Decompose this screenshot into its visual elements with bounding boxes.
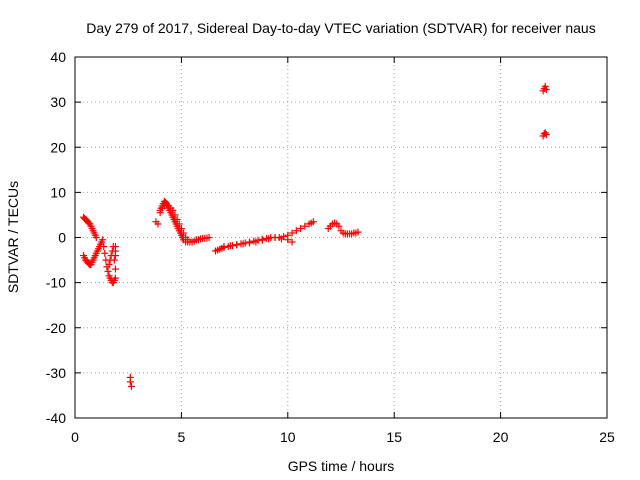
- data-point: [233, 241, 241, 249]
- y-axis-label: SDTVAR / TECUs: [5, 181, 21, 293]
- y-tick-label: 0: [58, 230, 66, 246]
- data-point: [288, 229, 296, 237]
- data-point: [101, 249, 109, 257]
- data-point: [258, 236, 266, 244]
- data-point: [220, 243, 228, 251]
- data-point: [105, 261, 113, 269]
- data-point: [173, 215, 181, 223]
- grid-lines: [75, 57, 607, 418]
- data-point: [110, 256, 118, 264]
- x-tick-label: 15: [386, 429, 402, 445]
- data-point: [541, 82, 549, 90]
- data-point: [245, 239, 253, 247]
- data-point: [99, 236, 107, 244]
- data-point: [154, 220, 162, 228]
- chart-title: Day 279 of 2017, Sidereal Day-to-day VTE…: [86, 20, 595, 36]
- data-point: [92, 234, 100, 241]
- data-point: [175, 220, 183, 228]
- data-point: [297, 224, 305, 232]
- data-point: [542, 85, 550, 93]
- x-tick-label: 25: [599, 429, 615, 445]
- x-tick-label: 5: [178, 429, 186, 445]
- data-point: [184, 236, 192, 244]
- y-tick-label: -30: [46, 365, 66, 381]
- y-tick-label: -20: [46, 320, 66, 336]
- data-point: [177, 224, 185, 232]
- x-tick-label: 10: [280, 429, 296, 445]
- data-point: [354, 228, 362, 236]
- data-point: [542, 131, 550, 139]
- y-tick-label: 30: [50, 94, 66, 110]
- data-point: [277, 235, 285, 243]
- data-points: [80, 82, 550, 390]
- data-point: [111, 274, 119, 282]
- data-point: [288, 238, 296, 246]
- x-axis-label: GPS time / hours: [288, 458, 395, 474]
- x-tick-label: 20: [493, 429, 509, 445]
- data-point: [301, 222, 309, 230]
- data-point: [265, 235, 273, 243]
- data-point: [127, 382, 135, 390]
- data-point: [100, 243, 108, 251]
- data-point: [169, 206, 177, 214]
- tick-labels: 0 5 10 15 20 25 -40 -30 -20 -10 0 10 20 30 40: [46, 49, 615, 445]
- x-tick-label: 0: [71, 429, 79, 445]
- data-point: [111, 243, 119, 251]
- y-tick-label: 10: [50, 184, 66, 200]
- data-point: [284, 236, 292, 244]
- data-point: [180, 229, 188, 237]
- data-point: [309, 218, 317, 226]
- y-tick-label: -10: [46, 275, 66, 291]
- plot-frame: [74, 56, 608, 419]
- data-point: [205, 234, 213, 241]
- y-tick-label: 20: [50, 139, 66, 155]
- data-point: [252, 238, 260, 246]
- y-tick-label: -40: [46, 410, 66, 426]
- data-point: [104, 267, 112, 275]
- y-tick-label: 40: [50, 49, 66, 65]
- data-point: [226, 242, 234, 250]
- data-point: [171, 211, 179, 219]
- data-point: [239, 240, 247, 248]
- data-point: [111, 265, 119, 273]
- data-point: [271, 234, 279, 241]
- data-point: [126, 378, 134, 386]
- data-point: [292, 227, 300, 235]
- data-point: [335, 222, 343, 230]
